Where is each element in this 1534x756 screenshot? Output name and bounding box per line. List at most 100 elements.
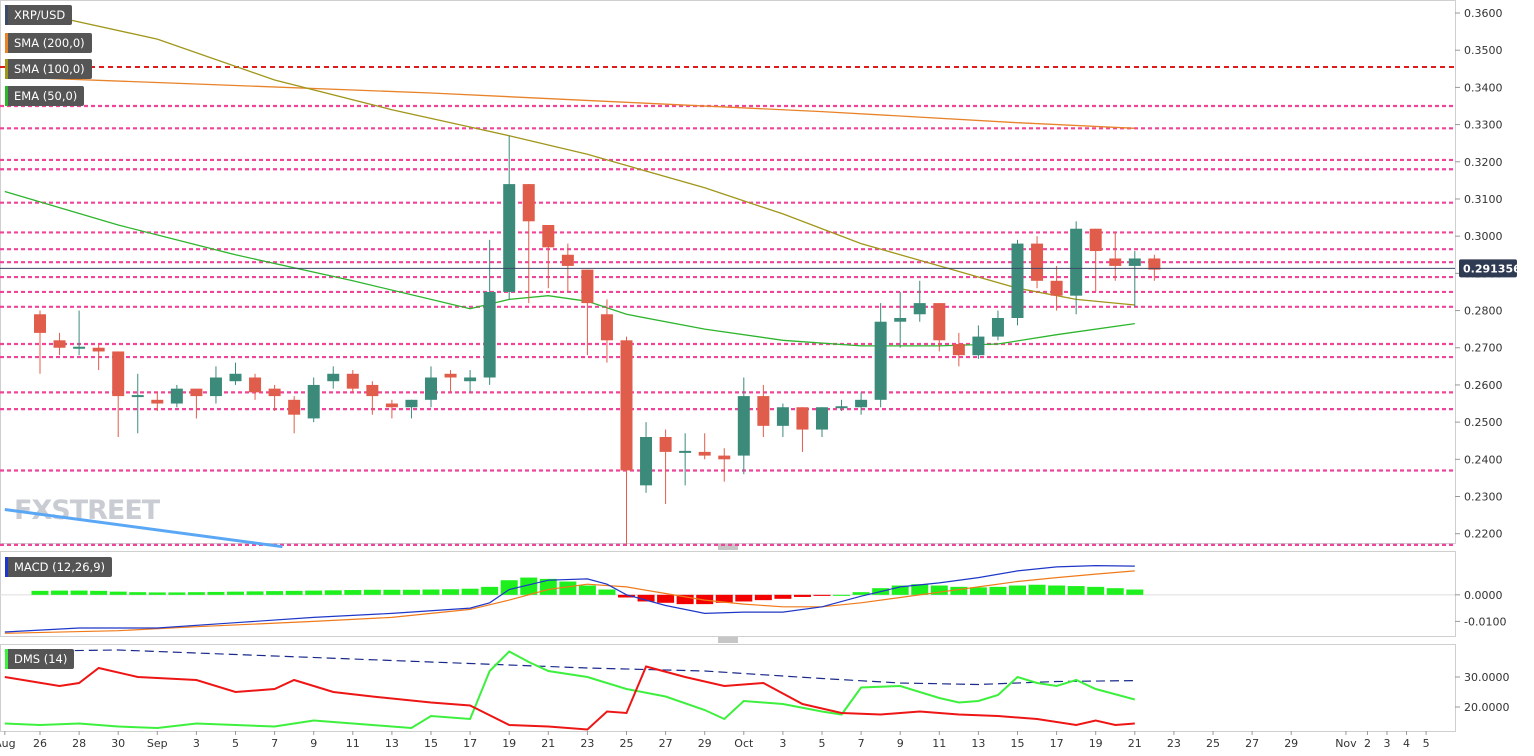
candle-body <box>53 340 66 348</box>
macd-histogram-bar <box>637 594 655 602</box>
y-tick-label-macd: 0.0000 <box>1464 589 1503 602</box>
macd-histogram-bar <box>578 585 596 595</box>
x-tick-label: 30 <box>111 737 125 750</box>
candle-body <box>522 184 535 222</box>
y-tick-label-macd: -0.0100 <box>1464 615 1506 628</box>
candle-body <box>112 351 125 397</box>
sma-100-label-text: SMA (100,0) <box>14 62 85 76</box>
ema-50-label-color-marker <box>5 86 8 106</box>
panel-frame-3 <box>0 644 1456 732</box>
x-tick-label: 3 <box>1383 737 1390 750</box>
x-tick-label: 19 <box>1089 737 1103 750</box>
candle-body <box>542 225 555 248</box>
candle-body <box>581 269 594 304</box>
trend-line <box>4 508 283 549</box>
macd-histogram-bar <box>833 594 851 596</box>
macd-histogram-bar <box>793 594 811 597</box>
adx-line <box>4 649 1135 686</box>
macd-histogram-bar <box>442 589 460 595</box>
minus-di-line <box>4 665 1135 731</box>
x-tick-label: 23 <box>580 737 594 750</box>
x-tick-label: 28 <box>72 737 86 750</box>
y-tick-label-price: 0.2500 <box>1464 416 1503 429</box>
y-tick-label-price: 0.2600 <box>1464 379 1503 392</box>
candle-body <box>483 291 496 378</box>
macd-histogram-bar <box>559 581 577 595</box>
macd-histogram-bar <box>51 590 69 595</box>
candle-body <box>972 336 985 356</box>
sma-100-label-color-marker <box>5 59 8 79</box>
macd-histogram-bar <box>109 591 127 595</box>
macd-histogram-bar <box>90 590 108 595</box>
candle-body <box>874 321 887 400</box>
candle-body <box>131 395 144 398</box>
ema-50-label[interactable]: EMA (50,0) <box>5 86 85 106</box>
candle-body <box>600 314 613 341</box>
x-tick-label: Nov <box>1335 737 1357 750</box>
y-tick-label-price: 0.2400 <box>1464 453 1503 466</box>
candle-body <box>405 399 418 408</box>
candle-body <box>1089 228 1102 252</box>
macd-histogram-bar <box>324 590 342 595</box>
y-tick-label-dms: 20.0000 <box>1464 701 1510 714</box>
candle-body <box>307 384 320 419</box>
macd-histogram-bar <box>969 587 987 595</box>
macd-label[interactable]: MACD (12,26,9) <box>5 557 112 577</box>
macd-histogram-bar <box>207 591 225 595</box>
macd-histogram-bar <box>813 594 831 596</box>
dms-label[interactable]: DMS (14) <box>5 649 75 669</box>
macd-histogram-bar <box>1087 586 1105 595</box>
macd-histogram-bar <box>422 589 440 595</box>
macd-histogram-bar <box>1009 585 1026 595</box>
x-tick-label: 5 <box>819 737 826 750</box>
x-tick-label: 19 <box>502 737 516 750</box>
candle-body <box>796 407 809 430</box>
sma-100-label[interactable]: SMA (100,0) <box>5 59 92 79</box>
macd-histogram-bar <box>696 594 714 605</box>
macd-histogram-bar <box>715 594 733 603</box>
macd-histogram-bar <box>402 589 420 595</box>
candle-body <box>640 437 653 486</box>
candle-body <box>1109 258 1122 266</box>
candle-body <box>366 384 379 397</box>
x-tick-label: 9 <box>310 737 317 750</box>
macd-histogram-bar <box>266 591 284 595</box>
candle-body <box>288 399 301 415</box>
x-tick-label: 17 <box>1050 737 1064 750</box>
sma-200-line <box>39 77 1135 129</box>
candle-body <box>718 455 731 460</box>
x-tick-label: Sep <box>147 737 168 750</box>
y-tick-label-price: 0.3100 <box>1464 193 1503 206</box>
x-tick-label: 13 <box>971 737 985 750</box>
plus-di-line <box>4 650 1136 730</box>
candle-body <box>385 403 398 408</box>
candle-body <box>952 344 965 356</box>
symbol-label[interactable]: XRP/USD <box>5 5 73 25</box>
macd-line <box>4 564 1135 633</box>
y-tick-label-price: 0.3500 <box>1464 44 1503 57</box>
candle-body <box>249 377 262 393</box>
candle-body <box>1050 280 1063 296</box>
y-tick-label-dms: 30.0000 <box>1464 671 1510 684</box>
y-tick-label-price: 0.3300 <box>1464 119 1503 132</box>
macd-histogram-bar <box>618 594 635 598</box>
candle-body <box>816 407 828 430</box>
sma-200-label[interactable]: SMA (200,0) <box>5 33 92 53</box>
candle-body <box>92 347 105 352</box>
current-price-label: 0.291356 <box>1463 262 1521 275</box>
macd-histogram-bar <box>657 594 675 603</box>
macd-histogram-bar <box>950 586 968 595</box>
macd-histogram-bar <box>1106 588 1124 595</box>
x-tick-label: 23 <box>1167 737 1181 750</box>
symbol-label-text: XRP/USD <box>14 8 66 22</box>
candle-body <box>698 451 711 456</box>
macd-histogram-bar <box>930 585 948 595</box>
candle-body <box>620 340 633 471</box>
x-tick-label: 3 <box>193 737 200 750</box>
x-tick-label: 9 <box>897 737 904 750</box>
macd-signal-line <box>4 570 1135 634</box>
candle-body <box>229 373 242 382</box>
macd-histogram-bar <box>187 592 205 595</box>
y-tick-label-price: 0.2700 <box>1464 342 1503 355</box>
